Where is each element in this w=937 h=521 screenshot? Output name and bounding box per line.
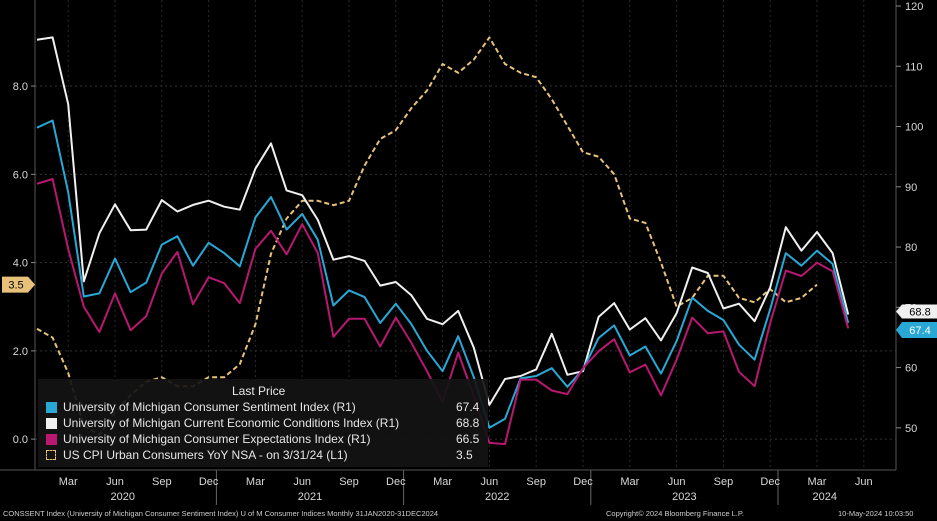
x-month-label: Mar xyxy=(59,476,78,488)
x-year-label: 2021 xyxy=(298,491,322,503)
legend-swatch-current-conditions xyxy=(46,418,57,429)
x-month-label: Jun xyxy=(668,476,686,488)
right-tick-label: 50 xyxy=(905,423,917,435)
x-month-label: Dec xyxy=(760,476,780,488)
left-tick-label: 6.0 xyxy=(13,169,28,181)
x-month-label: Jun xyxy=(106,476,124,488)
right-value-marker-label: 68.8 xyxy=(909,307,930,319)
right-value-marker-label: 67.4 xyxy=(909,325,930,337)
legend-value: 66.5 xyxy=(456,432,480,446)
footer-copyright: Copyright© 2024 Bloomberg Finance L.P. xyxy=(606,509,744,518)
right-tick-label: 60 xyxy=(905,363,917,375)
x-year-label: 2024 xyxy=(813,491,837,503)
x-month-label: Jun xyxy=(481,476,499,488)
series-line xyxy=(36,36,818,436)
x-month-label: Dec xyxy=(386,476,406,488)
legend-label: US CPI Urban Consumers YoY NSA - on 3/31… xyxy=(63,448,348,462)
legend-item-expectations: University of Michigan Consumer Expectat… xyxy=(46,432,482,447)
x-month-label: Dec xyxy=(573,476,593,488)
legend-item-sentiment: University of Michigan Consumer Sentimen… xyxy=(46,400,482,415)
right-tick-label: 110 xyxy=(905,61,923,73)
right-value-marker-current xyxy=(896,304,937,319)
x-year-label: 2023 xyxy=(672,491,696,503)
left-tick-label: 2.0 xyxy=(13,346,28,358)
left-tick-label: 4.0 xyxy=(13,258,28,270)
x-month-label: Dec xyxy=(199,476,219,488)
legend-label: University of Michigan Consumer Expectat… xyxy=(63,432,371,446)
x-month-label: Jun xyxy=(855,476,873,488)
x-year-label: 2020 xyxy=(111,491,135,503)
legend-value: 67.4 xyxy=(456,400,480,414)
left-axis-ticks: 0.0 2.0 4.0 6.0 8.0 xyxy=(13,81,35,446)
legend-item-current-conditions: University of Michigan Current Economic … xyxy=(46,416,482,431)
legend-swatch-sentiment xyxy=(46,402,57,413)
x-axis-labels: Mar Jun Sep Dec Mar Jun Sep Dec Mar Jun Sep Dec Mar J… xyxy=(59,476,873,503)
x-month-label: Sep xyxy=(152,476,172,488)
x-month-label: Sep xyxy=(714,476,734,488)
x-month-label: Jun xyxy=(293,476,311,488)
right-tick-label: 80 xyxy=(905,242,917,254)
year-dividers xyxy=(0,469,896,505)
left-value-marker-label: 3.5 xyxy=(8,280,23,292)
x-year-label: 2022 xyxy=(485,491,509,503)
legend-swatch-cpi xyxy=(46,450,56,460)
legend-label: University of Michigan Current Economic … xyxy=(63,416,400,430)
left-tick-label: 8.0 xyxy=(13,81,28,93)
right-tick-label: 120 xyxy=(905,1,923,13)
legend-title: Last Price xyxy=(232,384,286,398)
x-month-label: Mar xyxy=(620,476,639,488)
legend-value: 3.5 xyxy=(456,448,473,462)
x-month-label: Mar xyxy=(433,476,452,488)
right-tick-label: 90 xyxy=(905,182,917,194)
footer-timestamp: 10-May-2024 10:03:50 xyxy=(838,509,914,518)
legend xyxy=(38,379,488,467)
right-value-marker-sentiment xyxy=(896,321,937,338)
legend-value: 68.8 xyxy=(456,416,480,430)
series-line xyxy=(36,119,850,429)
legend-label: University of Michigan Consumer Sentimen… xyxy=(63,400,356,414)
value-markers: 3.5 68.8 67.4 xyxy=(2,276,937,338)
x-month-label: Sep xyxy=(339,476,359,488)
x-month-label: Mar xyxy=(808,476,827,488)
series-line xyxy=(36,36,850,406)
left-tick-label: 0.0 xyxy=(13,434,28,446)
legend-item-cpi: US CPI Urban Consumers YoY NSA - on 3/31… xyxy=(46,448,482,463)
left-value-marker xyxy=(2,276,35,293)
x-month-label: Sep xyxy=(526,476,546,488)
footer-source: CONSSENT Index (University of Michigan C… xyxy=(3,509,439,518)
x-month-label: Mar xyxy=(246,476,265,488)
right-tick-label: 100 xyxy=(905,122,923,134)
legend-swatch-expectations xyxy=(46,434,57,445)
